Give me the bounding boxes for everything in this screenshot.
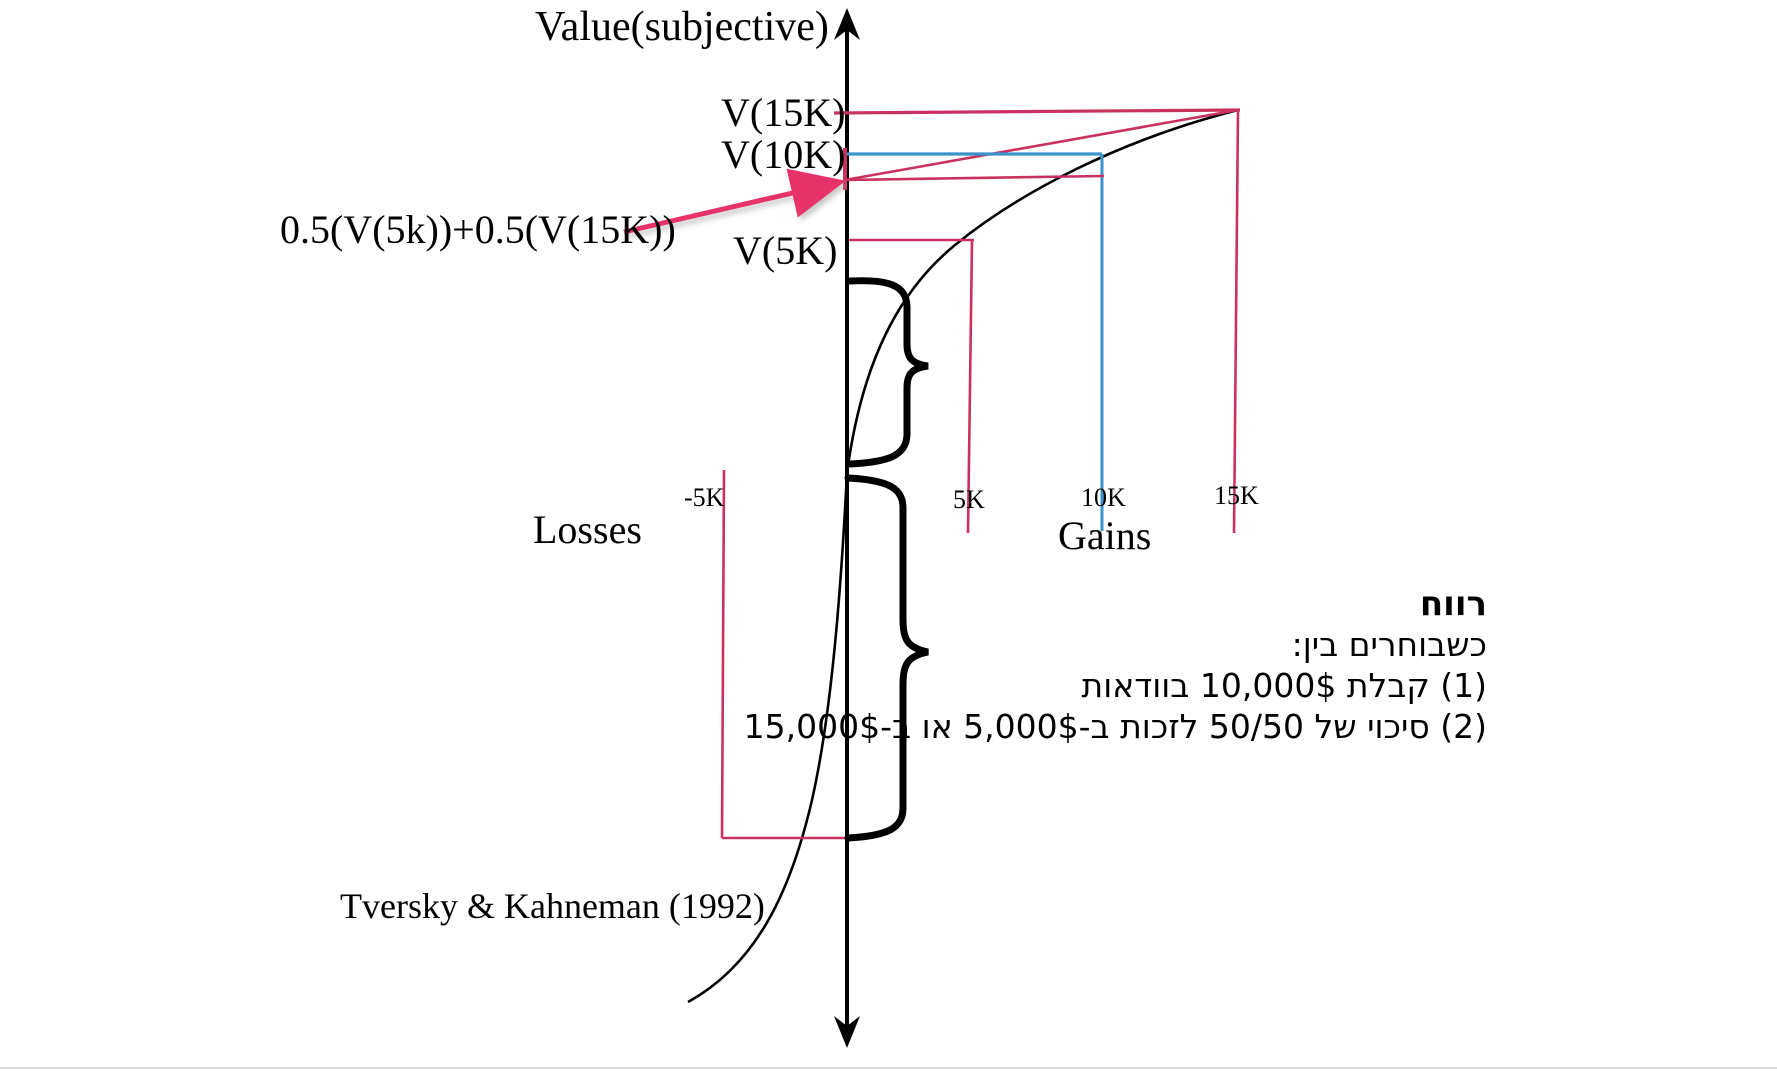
tick-minus5k-vertical-line [720,469,726,839]
slide-bottom-rule [0,1067,1777,1075]
v15k-horizontal-line [833,108,1241,115]
expected-value-annotation-arrow [623,168,846,235]
tick-label-15k: 15K [1214,481,1259,510]
tick-label-minus-5k: -5K [684,483,725,512]
y-axis-title: Value(subjective) [535,4,829,50]
source-citation: Tversky & Kahneman (1992) [340,886,765,926]
curve-losses-branch [687,472,849,1004]
losses-region-label: Losses [533,507,642,552]
tick-5k-vertical-line [966,239,974,534]
losses-brace [844,474,929,842]
value-function-curve [687,108,1239,1004]
v10k-label: V(10K) [721,132,846,177]
expected-value-horizontal-line [844,174,1105,182]
losses-brace-path [844,474,929,842]
annotation-arrow-line [623,168,846,235]
gains-brace [846,277,929,468]
hebrew-note-line-3: (2) סיכוי של 50/50 לזכות ב-5,000$ או ב-1… [743,707,1487,746]
expected-value-chord [844,108,1239,182]
tick-label-10k: 10K [1081,483,1126,512]
v15k-label: V(15K) [721,90,846,135]
y-axis-arrow-down [834,1016,860,1048]
gains-brace-path [846,277,929,468]
curve-gains-branch [845,108,1239,474]
hebrew-note-line-2: (1) קבלת 10,000$ בוודאות [1081,666,1487,705]
construction-lines [720,108,1241,840]
hebrew-note-line-1: כשבוחרים בין: [1291,625,1487,664]
y-axis-arrow-up [834,8,860,40]
expected-value-formula-label: 0.5(V(5k))+0.5(V(15K)) [280,207,676,252]
v5k-label: V(5K) [733,228,838,273]
tick-15k-vertical-line [1232,109,1240,534]
gains-region-label: Gains [1058,513,1152,558]
tick-label-5k: 5K [953,485,985,514]
hebrew-note-title: רווח [1419,584,1487,624]
